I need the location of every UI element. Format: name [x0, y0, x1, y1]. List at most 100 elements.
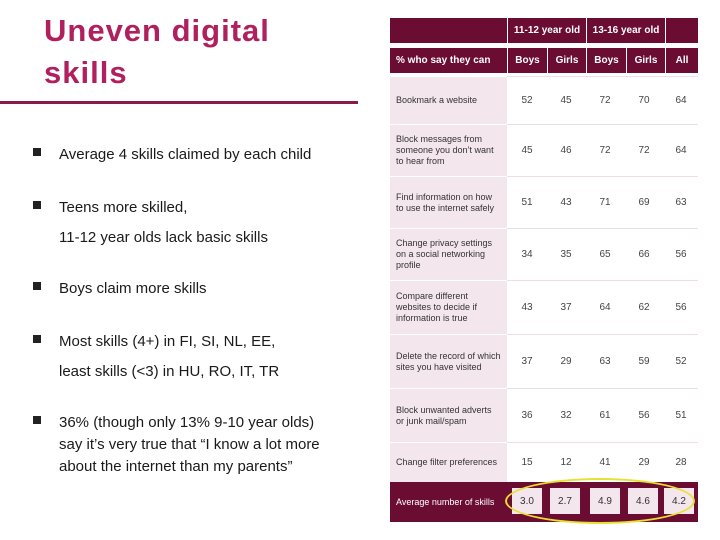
value-cell: 12	[560, 457, 572, 468]
row-label: Find information on how to use the inter…	[390, 176, 507, 228]
value-cell: 46	[560, 145, 572, 156]
title-line-2: skills	[44, 55, 128, 90]
row-values: 15 12 41 29 28	[507, 442, 698, 482]
slide-title: Uneven digital skills	[44, 10, 364, 94]
value-cell: 64	[599, 302, 611, 313]
value-cell: 37	[560, 302, 572, 313]
value-cell: 69	[638, 197, 650, 208]
value-cell: 52	[521, 95, 533, 106]
value-cell: 43	[521, 302, 533, 313]
value-cell: 51	[675, 410, 687, 421]
bullet-line: Teens more skilled,	[59, 199, 188, 216]
table-row: Change privacy settings on a social netw…	[390, 228, 698, 280]
row-values: 37 29 63 59 52	[507, 334, 698, 388]
header-blank-cell	[390, 18, 507, 43]
value-cell: 62	[638, 302, 650, 313]
value-cell: 51	[521, 197, 533, 208]
value-cell: 35	[560, 249, 572, 260]
header-empty-cell	[665, 18, 698, 43]
bullet-line: least skills (<3) in HU, RO, IT, TR	[59, 363, 280, 380]
table-row: Compare different websites to decide if …	[390, 280, 698, 334]
bullet-text: Boys claim more skills	[59, 278, 379, 300]
table-row: Delete the record of which sites you hav…	[390, 334, 698, 388]
value-cell: 56	[638, 410, 650, 421]
value-cell: 63	[599, 356, 611, 367]
table-row: Change filter preferences 15 12 41 29 28	[390, 442, 698, 482]
value-cell: 29	[560, 356, 572, 367]
value-cell: 63	[675, 197, 687, 208]
row-label: Change privacy settings on a social netw…	[390, 228, 507, 280]
bullet-line: Boys claim more skills	[59, 280, 207, 297]
value-cell: 34	[521, 249, 533, 260]
value-cell: 29	[638, 457, 650, 468]
row-label: Bookmark a website	[390, 76, 507, 124]
bullet-text: 36% (though only 13% 9-10 year olds) say…	[59, 412, 379, 478]
bullet-square-icon	[33, 201, 41, 209]
value-cell: 64	[675, 95, 687, 106]
value-cell: 72	[599, 95, 611, 106]
value-cell: 28	[675, 457, 687, 468]
skills-table: 11-12 year old 13-16 year old % who say …	[390, 18, 698, 522]
bullet-text: Teens more skilled, 11-12 year olds lack…	[59, 197, 379, 249]
row-values: 52 45 72 70 64	[507, 76, 698, 124]
header-col-boys-1: Boys	[507, 48, 547, 73]
value-cell: 72	[599, 145, 611, 156]
title-divider	[0, 101, 358, 104]
bullet-text: Most skills (4+) in FI, SI, NL, EE, leas…	[59, 331, 379, 383]
bullet-line: about the internet than my parents”	[59, 458, 293, 475]
table-age-header-row: 11-12 year old 13-16 year old	[390, 18, 698, 43]
table-row: Block unwanted adverts or junk mail/spam…	[390, 388, 698, 442]
value-cell: 36	[521, 410, 533, 421]
value-cell: 56	[675, 302, 687, 313]
bullet-line: say it’s very true that “I know a lot mo…	[59, 436, 320, 453]
value-cell: 41	[599, 457, 611, 468]
table-row: Bookmark a website 52 45 72 70 64	[390, 76, 698, 124]
value-cell: 72	[638, 145, 650, 156]
row-values: 51 43 71 69 63	[507, 176, 698, 228]
row-values: 36 32 61 56 51	[507, 388, 698, 442]
row-label: Block messages from someone you don’t wa…	[390, 124, 507, 176]
value-cell: 43	[560, 197, 572, 208]
value-cell: 59	[638, 356, 650, 367]
row-values: 43 37 64 62 56	[507, 280, 698, 334]
header-col-boys-2: Boys	[586, 48, 626, 73]
bullet-square-icon	[33, 416, 41, 424]
bullet-line: Most skills (4+) in FI, SI, NL, EE,	[59, 333, 276, 350]
row-label: Delete the record of which sites you hav…	[390, 334, 507, 388]
value-cell: 15	[521, 457, 533, 468]
bullet-square-icon	[33, 148, 41, 156]
header-col-all: All	[665, 48, 698, 73]
bullet-line: Average 4 skills claimed by each child	[59, 146, 312, 163]
header-col-girls-2: Girls	[626, 48, 665, 73]
row-values: 45 46 72 72 64	[507, 124, 698, 176]
header-age-13-16: 13-16 year old	[586, 18, 665, 43]
table-row: Find information on how to use the inter…	[390, 176, 698, 228]
bullet-line: 36% (though only 13% 9-10 year olds)	[59, 414, 315, 431]
bullet-line	[59, 353, 379, 361]
value-cell: 70	[638, 95, 650, 106]
value-cell: 37	[521, 356, 533, 367]
value-cell: 45	[521, 145, 533, 156]
bullet-square-icon	[33, 282, 41, 290]
table-row: Block messages from someone you don’t wa…	[390, 124, 698, 176]
row-label: Compare different websites to decide if …	[390, 280, 507, 334]
highlight-ellipse	[505, 478, 695, 524]
header-metric-label: % who say they can	[396, 55, 491, 66]
title-line-1: Uneven digital	[44, 13, 270, 48]
bullet-line: 11-12 year olds lack basic skills	[59, 229, 268, 246]
row-values: 34 35 65 66 56	[507, 228, 698, 280]
table-column-header-row: % who say they can Boys Girls Boys Girls…	[390, 48, 698, 73]
value-cell: 65	[599, 249, 611, 260]
value-cell: 66	[638, 249, 650, 260]
value-cell: 52	[675, 356, 687, 367]
value-cell: 61	[599, 410, 611, 421]
value-cell: 32	[560, 410, 572, 421]
bullet-list: Average 4 skills claimed by each child T…	[33, 144, 379, 478]
row-label: Block unwanted adverts or junk mail/spam	[390, 388, 507, 442]
header-col-girls-1: Girls	[547, 48, 586, 73]
bullet-line	[59, 219, 379, 227]
value-cell: 45	[560, 95, 572, 106]
value-cell: 64	[675, 145, 687, 156]
value-cell: 71	[599, 197, 611, 208]
bullet-text: Average 4 skills claimed by each child	[59, 144, 379, 166]
